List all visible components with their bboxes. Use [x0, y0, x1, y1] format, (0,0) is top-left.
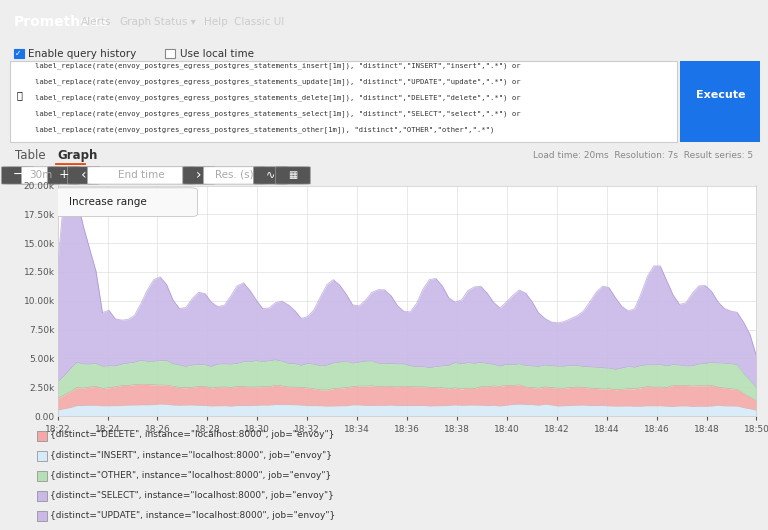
Bar — [37, 450, 47, 461]
Text: ✓: ✓ — [15, 49, 21, 58]
Text: Alerts: Alerts — [81, 16, 111, 26]
Text: label_replace(rate(envoy_postgres_egress_postgres_statements_delete[1m]), "disti: label_replace(rate(envoy_postgres_egress… — [35, 94, 520, 101]
FancyBboxPatch shape — [10, 61, 677, 142]
FancyBboxPatch shape — [88, 167, 195, 184]
Text: ∿: ∿ — [266, 170, 276, 180]
Text: End time: End time — [118, 170, 164, 180]
Bar — [37, 491, 47, 501]
Bar — [37, 431, 47, 441]
Text: Classic UI: Classic UI — [234, 16, 284, 26]
FancyBboxPatch shape — [54, 188, 197, 217]
FancyBboxPatch shape — [2, 167, 34, 184]
Text: {distinct="OTHER", instance="localhost:8000", job="envoy"}: {distinct="OTHER", instance="localhost:8… — [51, 471, 332, 480]
Text: {distinct="DELETE", instance="localhost:8000", job="envoy"}: {distinct="DELETE", instance="localhost:… — [51, 430, 335, 439]
FancyBboxPatch shape — [276, 167, 310, 184]
Text: +: + — [58, 168, 69, 181]
FancyBboxPatch shape — [48, 167, 80, 184]
Text: Increase range: Increase range — [69, 197, 147, 207]
Text: Graph: Graph — [58, 149, 98, 162]
FancyBboxPatch shape — [165, 49, 175, 58]
Text: {distinct="INSERT", instance="localhost:8000", job="envoy"}: {distinct="INSERT", instance="localhost:… — [51, 450, 333, 460]
Text: {distinct="SELECT", instance="localhost:8000", job="envoy"}: {distinct="SELECT", instance="localhost:… — [51, 491, 334, 500]
Text: Graph: Graph — [119, 16, 151, 26]
Text: 30m: 30m — [29, 170, 52, 180]
Text: Table: Table — [15, 149, 46, 162]
Text: {distinct="UPDATE", instance="localhost:8000", job="envoy"}: {distinct="UPDATE", instance="localhost:… — [51, 511, 336, 520]
Bar — [37, 511, 47, 522]
Text: Status ▾: Status ▾ — [154, 16, 196, 26]
FancyBboxPatch shape — [14, 49, 24, 58]
FancyBboxPatch shape — [680, 61, 760, 142]
Bar — [37, 471, 47, 481]
Text: label_replace(rate(envoy_postgres_egress_postgres_statements_update[1m]), "disti: label_replace(rate(envoy_postgres_egress… — [35, 78, 520, 85]
Text: Prometheus: Prometheus — [14, 15, 108, 29]
Text: ‹: ‹ — [81, 167, 87, 182]
Text: −: − — [12, 168, 23, 181]
Text: Help: Help — [204, 16, 227, 26]
Text: Load time: 20ms  Resolution: 7s  Result series: 5: Load time: 20ms Resolution: 7s Result se… — [532, 151, 753, 160]
FancyBboxPatch shape — [253, 167, 288, 184]
Text: label_replace(rate(envoy_postgres_egress_postgres_statements_other[1m]), "distin: label_replace(rate(envoy_postgres_egress… — [35, 126, 494, 133]
Text: label_replace(rate(envoy_postgres_egress_postgres_statements_select[1m]), "disti: label_replace(rate(envoy_postgres_egress… — [35, 110, 520, 117]
Text: ▦: ▦ — [288, 170, 298, 180]
FancyBboxPatch shape — [22, 167, 60, 184]
FancyBboxPatch shape — [204, 167, 265, 184]
Text: Enable query history: Enable query history — [28, 49, 136, 59]
Text: ›: › — [196, 167, 202, 182]
Text: Res. (s): Res. (s) — [215, 170, 253, 180]
FancyBboxPatch shape — [183, 167, 215, 184]
Text: Use local time: Use local time — [180, 49, 253, 59]
FancyBboxPatch shape — [68, 167, 100, 184]
Text: label_replace(rate(envoy_postgres_egress_postgres_statements_insert[1m]), "disti: label_replace(rate(envoy_postgres_egress… — [35, 62, 520, 68]
Text: Execute: Execute — [696, 91, 745, 100]
Text: 🔍: 🔍 — [17, 91, 23, 100]
